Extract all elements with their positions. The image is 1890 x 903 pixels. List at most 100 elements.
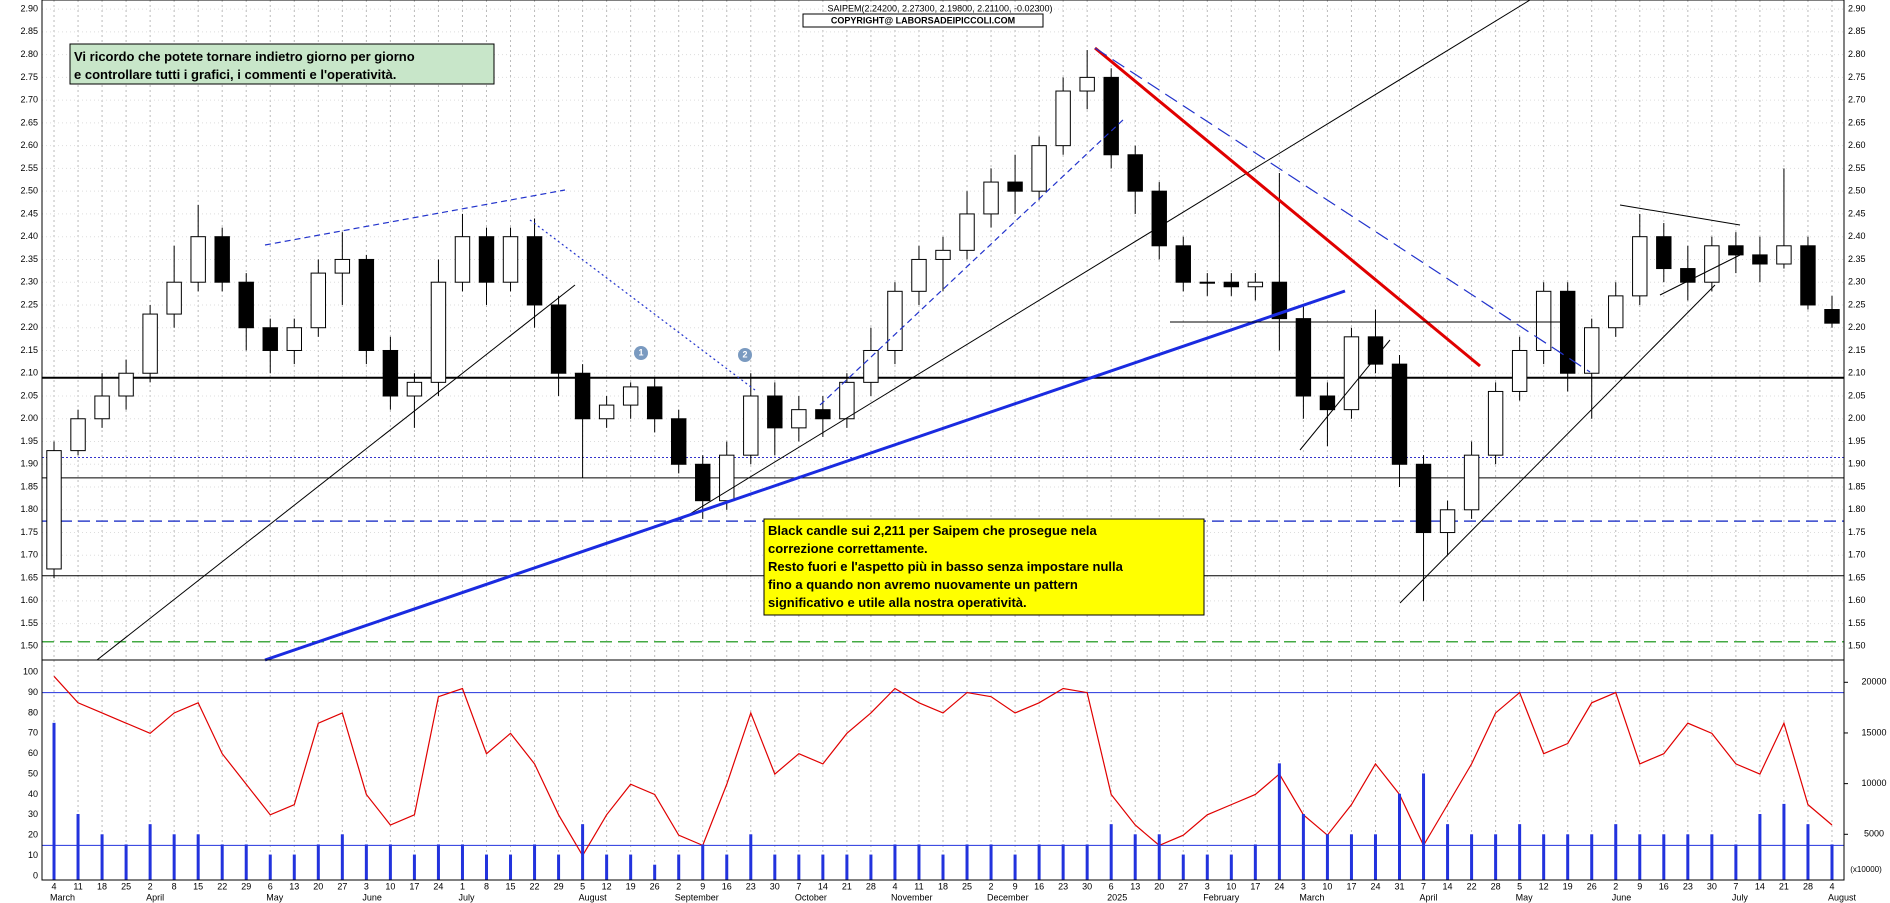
candle-body	[1415, 463, 1432, 534]
x-tick-label: 22	[1467, 881, 1477, 891]
comment-box	[763, 518, 1205, 616]
y-tick-label: 1.75	[20, 527, 38, 537]
trendline	[1399, 284, 1716, 604]
x-tick-label: 23	[746, 881, 756, 891]
candle-body	[550, 304, 567, 374]
candle-body	[310, 272, 327, 329]
volume-bar	[1638, 834, 1642, 880]
x-tick-label: 9	[700, 881, 705, 891]
x-month-label: April	[146, 892, 164, 902]
candle-body	[190, 236, 206, 283]
volume-bar	[412, 854, 416, 880]
x-tick-label: 31	[1394, 881, 1404, 891]
x-tick-label: 30	[770, 881, 780, 891]
x-tick-label: 16	[722, 881, 732, 891]
y-tick-label-right: 2.90	[1848, 3, 1866, 13]
comment-line: Resto fuori e l'aspetto più in basso sen…	[768, 559, 1124, 574]
x-month-label: February	[1203, 892, 1240, 902]
volume-bar	[268, 854, 272, 880]
candle-body	[118, 372, 134, 397]
x-tick-label: 10	[385, 881, 395, 891]
y-tick-label: 2.00	[20, 413, 38, 423]
candle-body	[46, 450, 62, 570]
candle-body	[406, 381, 423, 397]
x-tick-label: 19	[1563, 881, 1573, 891]
volume-bar	[1205, 854, 1209, 880]
y-tick-label: 2.10	[20, 368, 38, 378]
volume-bar	[653, 864, 657, 880]
candle-body	[1752, 254, 1768, 265]
volume-bar	[196, 834, 200, 880]
y-tick-label: 2.15	[20, 345, 38, 355]
volume-bar	[1325, 834, 1329, 880]
volume-bar	[340, 834, 344, 880]
volume-bar	[821, 854, 825, 880]
candle-body	[983, 181, 999, 215]
x-tick-label: 16	[1659, 881, 1669, 891]
x-tick-label: 15	[506, 881, 516, 891]
volume-bar	[1494, 834, 1498, 880]
y-tick-label-right: 1.50	[1848, 641, 1866, 651]
y-tick-label-right: 2.40	[1848, 231, 1866, 241]
y-tick-label: 2.90	[20, 3, 38, 13]
y-tick-label: 2.30	[20, 277, 38, 287]
x-tick-label: 17	[409, 881, 419, 891]
candle-body	[646, 386, 663, 420]
x-tick-label: 7	[1733, 881, 1738, 891]
y-tick-label: 70	[28, 728, 38, 738]
y-tick-label-right: 1.95	[1848, 436, 1866, 446]
candle-body	[598, 404, 615, 420]
panel-frame	[41, 0, 1845, 881]
y-tick-label: 50	[28, 768, 38, 778]
x-tick-label: 10	[1322, 881, 1332, 891]
volume-bar	[1422, 773, 1426, 880]
volume-bar	[148, 824, 152, 880]
volume-bar	[941, 854, 945, 880]
candle-body	[1367, 336, 1384, 365]
volume-bar	[917, 844, 921, 880]
volume-bar	[1301, 814, 1305, 880]
y-tick-label: 2.20	[20, 322, 38, 332]
volume-bar	[1013, 854, 1017, 880]
x-month-label: November	[891, 892, 933, 902]
y-tick-label-right: 2.25	[1848, 299, 1866, 309]
x-month-label: March	[1299, 892, 1324, 902]
y-tick-label-right: 1.90	[1848, 459, 1866, 469]
x-tick-label: 17	[1346, 881, 1356, 891]
candle-body	[1559, 290, 1576, 374]
candle-body	[1439, 509, 1456, 534]
candle-body	[1704, 245, 1720, 283]
volume-bar	[52, 722, 56, 880]
candle-body	[695, 463, 711, 502]
candle-body	[719, 454, 735, 502]
volume-bar	[1758, 814, 1762, 880]
x-month-label: July	[458, 892, 475, 902]
volume-bar	[1109, 824, 1113, 880]
volume-bar	[1566, 834, 1570, 880]
volume-bar	[1830, 844, 1834, 880]
y-tick-label: 1.70	[20, 550, 38, 560]
y-tick-label: 100	[23, 667, 38, 677]
marker	[634, 346, 648, 360]
y-tick-label-right: 2.00	[1848, 413, 1866, 423]
y-tick-label: 2.25	[20, 299, 38, 309]
volume-bar	[869, 854, 873, 880]
y-tick-label: 90	[28, 687, 38, 697]
candle-body	[1175, 245, 1191, 283]
x-tick-label: 28	[1803, 881, 1813, 891]
volume-bar	[509, 854, 513, 880]
x-tick-label: 24	[433, 881, 443, 891]
volume-bar	[292, 854, 296, 880]
x-tick-label: 25	[121, 881, 131, 891]
volume-bar	[605, 854, 609, 880]
candle-body	[743, 395, 759, 456]
x-tick-label: 6	[268, 881, 273, 891]
x-tick-label: 6	[1109, 881, 1114, 891]
volume-bar	[1686, 834, 1690, 880]
candle-body	[1463, 454, 1480, 511]
frame	[41, 0, 1845, 881]
y-tick-label: 1.80	[20, 504, 38, 514]
y-tick-label: 1.50	[20, 641, 38, 651]
